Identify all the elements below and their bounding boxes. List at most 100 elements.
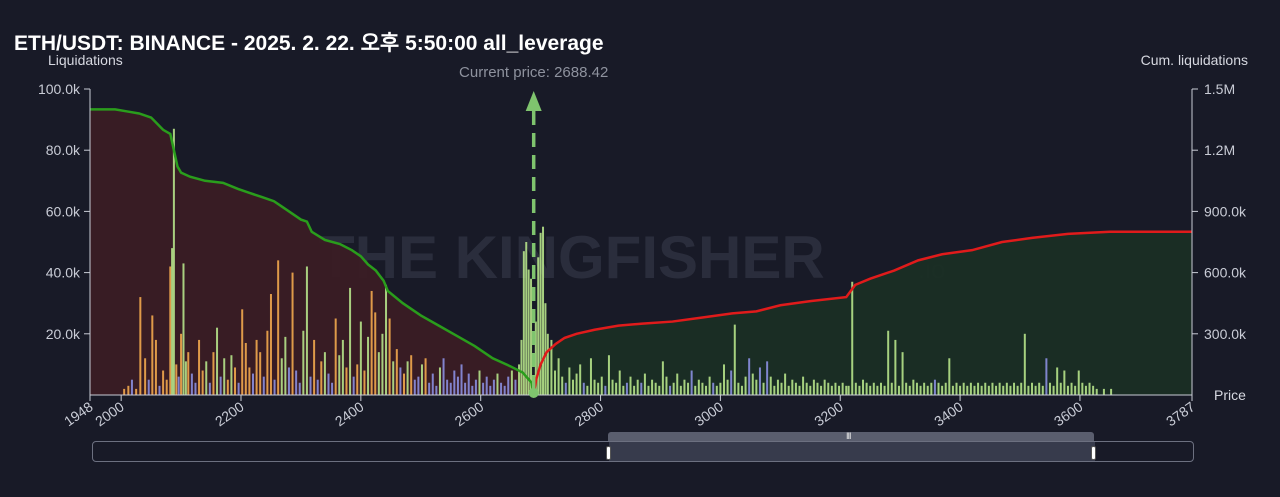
liquidation-bar (424, 358, 427, 395)
liquidation-bar (894, 339, 897, 395)
liquidation-bar (919, 385, 922, 395)
liquidation-bar (737, 382, 740, 395)
liquidation-bar (280, 358, 283, 395)
y-left-tick-label: 80.0k (46, 142, 81, 158)
liquidation-bar (744, 376, 747, 395)
right-axis-title: Cum. liquidations (1140, 52, 1248, 68)
liquidation-bar (482, 382, 485, 395)
range-selector-grip[interactable]: III (608, 432, 1094, 442)
liquidation-bar (413, 379, 416, 395)
liquidation-bar (733, 324, 736, 395)
liquidation-bar (651, 379, 654, 395)
liquidation-bar (593, 379, 596, 395)
liquidation-bar (755, 379, 758, 395)
liquidation-bar (561, 376, 564, 395)
liquidation-bar (969, 382, 972, 395)
liquidation-bar (618, 370, 621, 395)
liquidation-bar (1092, 385, 1095, 395)
x-tick-label: 3787 (1163, 398, 1198, 429)
liquidation-bar (1110, 388, 1113, 395)
liquidation-bar (908, 385, 911, 395)
range-selected-area[interactable] (609, 442, 1095, 461)
liquidation-bar (690, 370, 693, 395)
liquidation-bar (984, 382, 987, 395)
liquidation-bar (879, 382, 882, 395)
liquidation-bar (582, 382, 585, 395)
liquidation-bar (579, 364, 582, 395)
range-slider[interactable] (92, 441, 1194, 462)
liquidation-bar (740, 385, 743, 395)
liquidation-bar (809, 385, 812, 395)
liquidation-bar (665, 376, 668, 395)
liquidation-bar (262, 376, 265, 395)
liquidation-bar (812, 379, 815, 395)
liquidation-bar (503, 385, 506, 395)
liquidation-bar (507, 376, 510, 395)
liquidation-bar (453, 370, 456, 395)
liquidation-bar (991, 382, 994, 395)
liquidation-bar (1088, 382, 1091, 395)
liquidation-bar (669, 385, 672, 395)
liquidation-bar (201, 370, 204, 395)
x-tick-label: 2000 (92, 398, 127, 429)
liquidation-bar (287, 367, 290, 395)
liquidation-bar (234, 367, 237, 395)
liquidation-bar (520, 339, 523, 395)
liquidation-bar (456, 376, 459, 395)
liquidation-bar (320, 361, 323, 395)
liquidation-bar (694, 385, 697, 395)
liquidation-bar (962, 382, 965, 395)
liquidation-bar (762, 382, 765, 395)
liquidation-bar (338, 355, 341, 395)
liquidation-bar (198, 339, 201, 395)
liquidation-bar (640, 382, 643, 395)
liquidation-bar (705, 385, 708, 395)
liquidation-bar (438, 367, 441, 395)
liquidation-bar (687, 382, 690, 395)
liquidation-bar (1052, 385, 1055, 395)
range-handle-right[interactable] (1091, 446, 1096, 460)
liquidation-bar (926, 385, 929, 395)
liquidation-bar (518, 364, 521, 395)
liquidation-bar (1048, 382, 1051, 395)
liquidation-bar (417, 376, 420, 395)
liquidation-bar (522, 251, 525, 395)
liquidation-bar (1023, 333, 1026, 395)
liquidation-bar (876, 385, 879, 395)
liquidation-bar (905, 382, 908, 395)
liquidation-bar (158, 385, 161, 395)
liquidation-bar (1059, 382, 1062, 395)
range-handle-left[interactable] (606, 446, 611, 460)
liquidation-bar (467, 373, 470, 395)
liquidation-bar (316, 379, 319, 395)
liquidation-bar (600, 376, 603, 395)
x-tick-label: 3000 (691, 398, 726, 429)
liquidation-bar (568, 367, 571, 395)
liquidation-bar (388, 318, 391, 395)
liquidation-bar (255, 339, 258, 395)
liquidation-bar (715, 385, 718, 395)
liquidation-bar (410, 355, 413, 395)
liquidation-bar (269, 294, 272, 395)
liquidation-bar (327, 373, 330, 395)
liquidation-bar (345, 367, 348, 395)
liquidation-bar (550, 339, 553, 395)
liquidation-bar (930, 382, 933, 395)
liquidation-bar (172, 128, 175, 395)
liquidation-bar (251, 373, 254, 395)
liquidation-bar (883, 385, 886, 395)
liquidation-bar (359, 321, 362, 395)
liquidation-bar (305, 266, 308, 395)
y-left-tick-label: 20.0k (46, 326, 81, 342)
liquidation-bar (847, 385, 850, 395)
liquidation-bar (331, 382, 334, 395)
liquidation-bar (862, 379, 865, 395)
liquidation-bar (147, 379, 150, 395)
liquidation-bar (805, 382, 808, 395)
liquidation-bar (184, 361, 187, 395)
liquidation-bar (144, 358, 147, 395)
liquidation-bar (951, 385, 954, 395)
liquidation-bar (827, 382, 830, 395)
liquidation-bar (449, 382, 452, 395)
